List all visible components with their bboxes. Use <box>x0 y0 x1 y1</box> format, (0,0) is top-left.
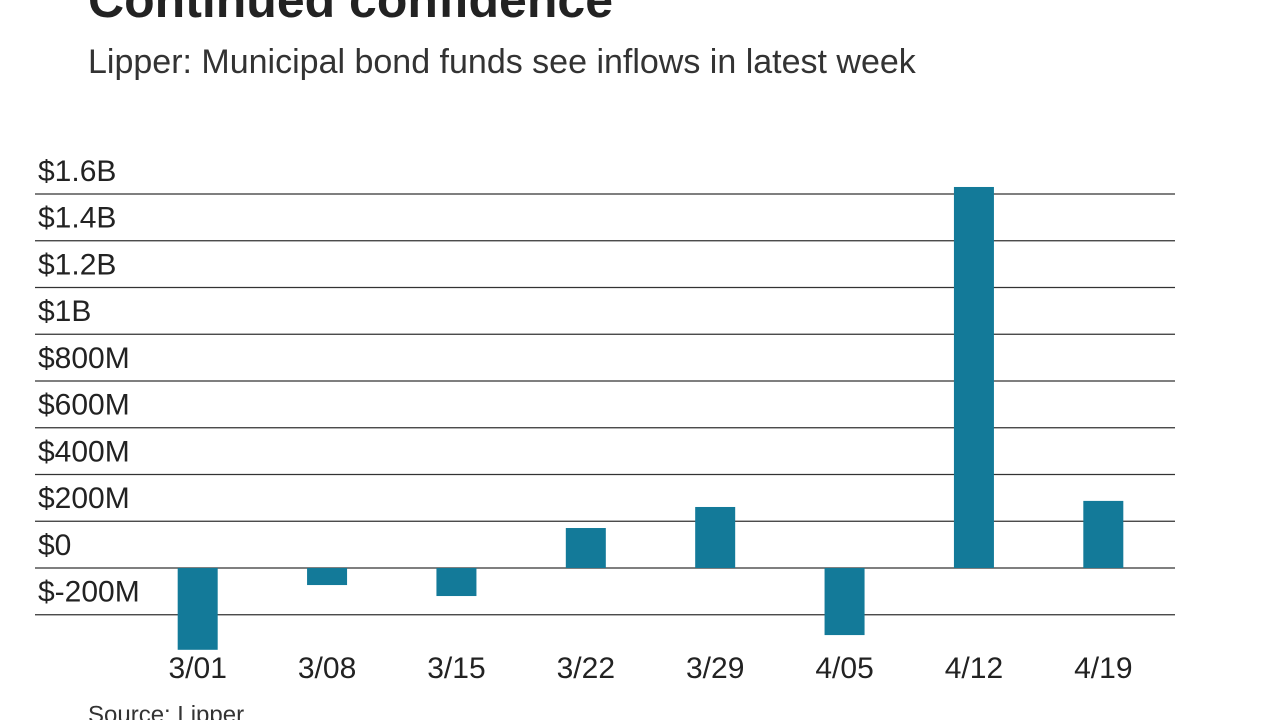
y-tick-label: $1.4B <box>38 202 116 235</box>
bar <box>307 567 348 586</box>
y-tick-label: $600M <box>38 389 130 422</box>
x-tick-label: 3/29 <box>686 652 744 685</box>
y-tick-label: $200M <box>38 482 130 515</box>
bar <box>953 186 994 568</box>
x-tick-label: 4/12 <box>945 652 1003 685</box>
x-tick-label: 3/08 <box>298 652 356 685</box>
y-tick-label: $1.6B <box>38 155 116 188</box>
y-tick-label: $400M <box>38 435 130 468</box>
y-tick-label: $800M <box>38 342 130 375</box>
bar <box>565 528 606 568</box>
y-tick-label: $1.2B <box>38 248 116 281</box>
bar <box>177 567 218 650</box>
chart-title: Continued confidence <box>88 0 613 28</box>
y-tick-label: $0 <box>38 529 71 562</box>
x-tick-label: 3/15 <box>427 652 485 685</box>
bar <box>1083 500 1124 568</box>
x-tick-label: 3/01 <box>168 652 226 685</box>
chart-source: Source: Lipper <box>88 701 244 720</box>
bar <box>824 567 865 636</box>
chart-subtitle: Lipper: Municipal bond funds see inflows… <box>88 43 917 81</box>
x-tick-label: 3/22 <box>557 652 615 685</box>
y-tick-label: $-200M <box>38 576 140 609</box>
bar <box>436 567 477 597</box>
x-tick-label: 4/19 <box>1074 652 1132 685</box>
bar <box>695 506 736 568</box>
x-tick-label: 4/05 <box>815 652 873 685</box>
y-tick-label: $1B <box>38 295 91 328</box>
